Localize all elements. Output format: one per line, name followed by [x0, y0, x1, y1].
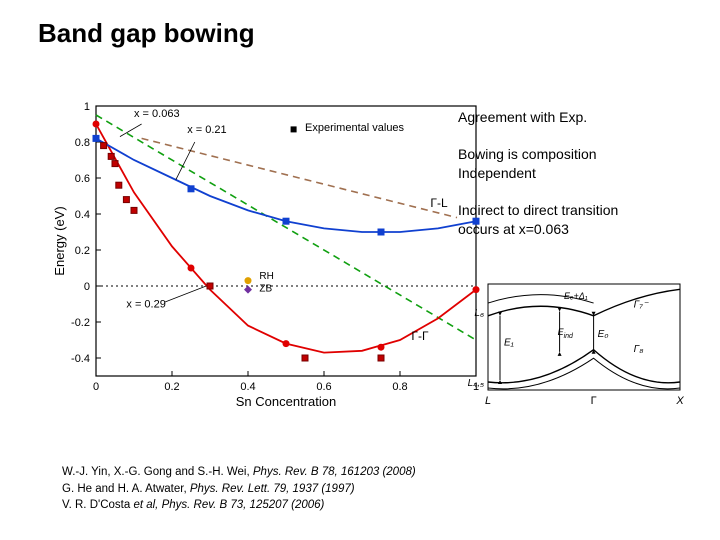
annot-transition: Indirect to direct transition occurs at … [458, 201, 698, 239]
ref-2-jour: Phys. Rev. Lett. 79, 1937 (1997) [190, 483, 355, 495]
svg-text:Γ-L: Γ-L [430, 196, 448, 210]
svg-text:X: X [675, 395, 684, 407]
svg-text:L: L [485, 395, 491, 407]
annot-agreement: Agreement with Exp. [458, 108, 698, 127]
svg-text:E₀: E₀ [598, 329, 609, 340]
annot-bowing: Bowing is composition Independent [458, 145, 698, 183]
svg-text:L₆: L₆ [474, 308, 484, 319]
ref-1-jour: Phys. Rev. B 78, 161203 (2008) [253, 466, 416, 478]
main-chart: 00.20.40.60.81-0.4-0.200.20.40.60.81Sn C… [50, 98, 488, 415]
svg-text:0.8: 0.8 [392, 381, 407, 393]
svg-text:0.6: 0.6 [75, 173, 90, 185]
svg-text:Sn Concentration: Sn Concentration [236, 394, 336, 409]
ref-2: G. He and H. A. Atwater, Phys. Rev. Lett… [62, 481, 416, 498]
annot-trans-l2: occurs at x=0.063 [458, 221, 569, 237]
svg-text:0.8: 0.8 [75, 137, 90, 149]
ref-3-auth: V. R. D'Costa [62, 499, 133, 511]
svg-text:Γ₈: Γ₈ [634, 344, 644, 355]
svg-text:L₄,₅: L₄,₅ [468, 378, 484, 389]
inset-diagram: LΓXL₆L₄,₅Γ₇⁻Γ₈E₁E₀EindEₑ+Δ₁ [460, 278, 700, 423]
svg-text:x = 0.21: x = 0.21 [187, 124, 226, 136]
svg-text:0.4: 0.4 [240, 381, 255, 393]
page-title: Band gap bowing [38, 18, 255, 49]
svg-text:ind: ind [564, 333, 574, 340]
svg-text:1: 1 [84, 101, 90, 113]
svg-text:RH: RH [259, 271, 273, 282]
svg-text:0: 0 [84, 281, 90, 293]
svg-text:0.4: 0.4 [75, 209, 90, 221]
svg-text:E₁: E₁ [504, 337, 514, 348]
ref-1: W.-J. Yin, X.-G. Gong and S.-H. Wei, Phy… [62, 464, 416, 481]
svg-text:Γ-Γ: Γ-Γ [411, 329, 429, 343]
svg-text:Γ: Γ [591, 395, 597, 407]
ref-2-auth: G. He and H. A. Atwater, [62, 483, 190, 495]
svg-text:ZB: ZB [259, 283, 272, 294]
svg-text:Experimental values: Experimental values [305, 122, 405, 134]
annot-bowing-l2: Independent [458, 165, 536, 181]
annotations: Agreement with Exp. Bowing is compositio… [458, 108, 698, 256]
svg-text:-0.4: -0.4 [71, 353, 90, 365]
svg-text:Γ₇⁻: Γ₇⁻ [634, 299, 649, 310]
svg-text:Eₑ+Δ₁: Eₑ+Δ₁ [564, 291, 588, 301]
annot-bowing-l1: Bowing is composition [458, 146, 597, 162]
svg-text:x = 0.29: x = 0.29 [126, 299, 165, 311]
svg-text:Energy (eV): Energy (eV) [52, 206, 67, 275]
svg-text:0.2: 0.2 [164, 381, 179, 393]
svg-text:0.6: 0.6 [316, 381, 331, 393]
svg-text:0.2: 0.2 [75, 245, 90, 257]
ref-1-auth: W.-J. Yin, X.-G. Gong and S.-H. Wei, [62, 466, 253, 478]
annot-trans-l1: Indirect to direct transition [458, 202, 618, 218]
svg-text:-0.2: -0.2 [71, 317, 90, 329]
svg-text:x = 0.063: x = 0.063 [134, 108, 180, 120]
svg-text:0: 0 [93, 381, 99, 393]
ref-3-jour: et al, Phys. Rev. B 73, 125207 (2006) [133, 499, 324, 511]
references: W.-J. Yin, X.-G. Gong and S.-H. Wei, Phy… [62, 464, 416, 514]
ref-3: V. R. D'Costa et al, Phys. Rev. B 73, 12… [62, 497, 416, 514]
